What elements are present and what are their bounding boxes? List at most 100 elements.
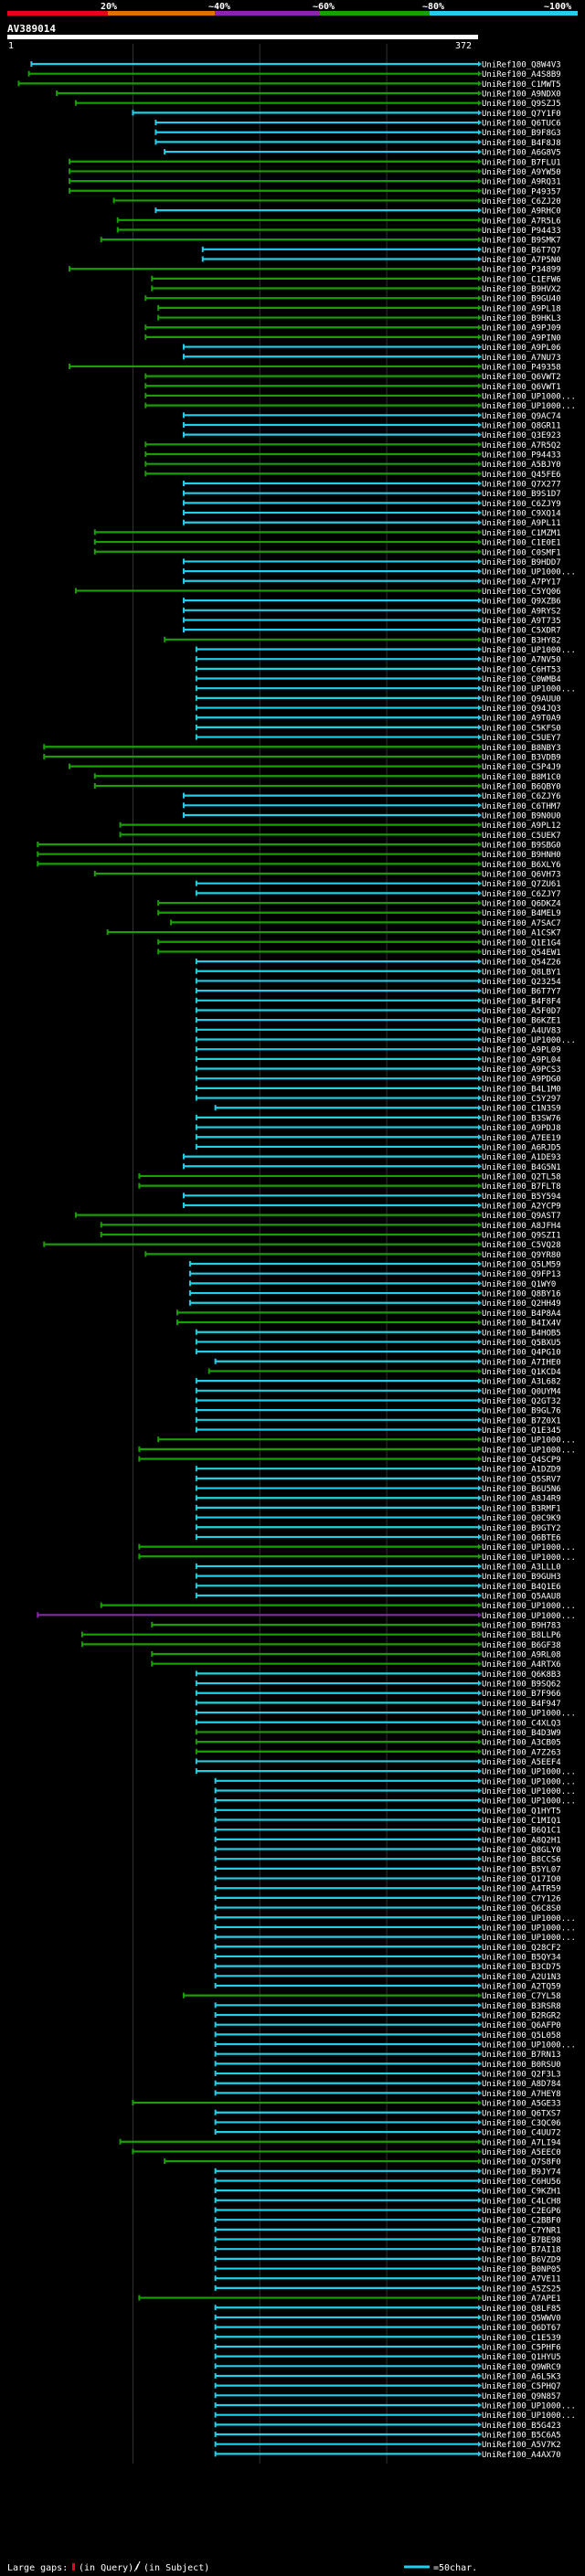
hit-label[interactable]: UniRef100_UP1000... <box>482 392 576 401</box>
hit-label[interactable]: UniRef100_Q1KCD4 <box>482 1368 561 1377</box>
hit-row[interactable]: UniRef100_B9HVX2 <box>151 285 561 294</box>
hit-row[interactable]: UniRef100_Q9SZI1 <box>100 1232 561 1241</box>
hit-label[interactable]: UniRef100_Q54Z26 <box>482 959 561 968</box>
hit-label[interactable]: UniRef100_C1E539 <box>482 2334 561 2343</box>
hit-label[interactable]: UniRef100_C6ZJY7 <box>482 890 561 899</box>
hit-row[interactable]: UniRef100_A5BJY0 <box>144 461 561 470</box>
hit-row[interactable]: UniRef100_B7FLU1 <box>69 158 561 167</box>
hit-label[interactable]: UniRef100_A9NDX0 <box>482 90 561 100</box>
hit-label[interactable]: UniRef100_C0SMF1 <box>482 548 561 557</box>
hit-label[interactable]: UniRef100_UP1000... <box>482 568 576 578</box>
hit-label[interactable]: UniRef100_A9PIN0 <box>482 334 561 343</box>
hit-label[interactable]: UniRef100_B6T7Y7 <box>482 988 561 997</box>
hit-label[interactable]: UniRef100_C5PHF6 <box>482 2343 561 2352</box>
hit-label[interactable]: UniRef100_B8LLP6 <box>482 1631 561 1640</box>
hit-label[interactable]: UniRef100_A6RJD5 <box>482 1143 561 1152</box>
hit-label[interactable]: UniRef100_Q5LM59 <box>482 1261 561 1270</box>
hit-row[interactable]: UniRef100_B7Z0X1 <box>195 1416 561 1426</box>
hit-label[interactable]: UniRef100_Q9YR80 <box>482 1251 561 1260</box>
hit-row[interactable]: UniRef100_A9RHC0 <box>154 207 561 217</box>
hit-row[interactable]: UniRef100_A2TQ59 <box>214 1982 561 1991</box>
hit-label[interactable]: UniRef100_Q2TL58 <box>482 1172 561 1182</box>
hit-row[interactable]: UniRef100_B7RN13 <box>214 2051 561 2060</box>
hit-row[interactable]: UniRef100_B5G423 <box>214 2422 561 2431</box>
hit-label[interactable]: UniRef100_A5GE33 <box>482 2100 561 2109</box>
hit-row[interactable]: UniRef100_A9PL18 <box>157 304 561 313</box>
hit-label[interactable]: UniRef100_A7HEY8 <box>482 2090 561 2099</box>
hit-row[interactable]: UniRef100_B4F8J8 <box>154 139 561 148</box>
hit-label[interactable]: UniRef100_A7LI94 <box>482 2138 561 2147</box>
hit-row[interactable]: UniRef100_Q5AAU8 <box>195 1592 561 1601</box>
hit-row[interactable]: UniRef100_UP1000... <box>214 2041 576 2051</box>
hit-label[interactable]: UniRef100_UP1000... <box>482 1924 576 1933</box>
hit-label[interactable]: UniRef100_Q9AUU0 <box>482 694 561 704</box>
hit-row[interactable]: UniRef100_Q9AUU0 <box>195 694 561 704</box>
hit-label[interactable]: UniRef100_Q6C8S0 <box>482 1904 561 1913</box>
hit-row[interactable]: UniRef100_B3RMF1 <box>195 1504 561 1513</box>
hit-label[interactable]: UniRef100_C7YNR1 <box>482 2226 561 2235</box>
hit-row[interactable]: UniRef100_B6T7Q7 <box>201 246 561 255</box>
hit-label[interactable]: UniRef100_C7Y126 <box>482 1894 561 1903</box>
hit-row[interactable]: UniRef100_UP1000... <box>214 1934 576 1943</box>
hit-row[interactable]: UniRef100_Q8LF85 <box>214 2305 561 2314</box>
hit-row[interactable]: UniRef100_A7R5L6 <box>116 217 561 226</box>
hit-label[interactable]: UniRef100_C4XLQ3 <box>482 1719 561 1728</box>
hit-row[interactable]: UniRef100_B4F947 <box>195 1700 561 1709</box>
hit-label[interactable]: UniRef100_B4Q1E6 <box>482 1583 561 1592</box>
hit-label[interactable]: UniRef100_Q1WY0 <box>482 1280 556 1289</box>
hit-label[interactable]: UniRef100_B9GTY2 <box>482 1524 561 1533</box>
hit-row[interactable]: UniRef100_Q54EW1 <box>157 949 561 958</box>
hit-label[interactable]: UniRef100_B6Q1C1 <box>482 1827 561 1836</box>
hit-label[interactable]: UniRef100_A5V7K2 <box>482 2441 561 2450</box>
hit-row[interactable]: UniRef100_C5XDR7 <box>182 627 561 636</box>
hit-label[interactable]: UniRef100_Q6DKZ4 <box>482 900 561 909</box>
hit-label[interactable]: UniRef100_A8Q2H1 <box>482 1836 561 1845</box>
hit-label[interactable]: UniRef100_UP1000... <box>482 1710 576 1719</box>
hit-label[interactable]: UniRef100_A7R5L6 <box>482 217 561 226</box>
hit-row[interactable]: UniRef100_A4TR59 <box>214 1885 561 1894</box>
hit-row[interactable]: UniRef100_C5UEK7 <box>119 832 561 841</box>
hit-label[interactable]: UniRef100_Q8GR11 <box>482 421 561 430</box>
hit-label[interactable]: UniRef100_A5EEC0 <box>482 2148 561 2157</box>
hit-row[interactable]: UniRef100_B4HOB5 <box>195 1329 561 1338</box>
hit-row[interactable]: UniRef100_P49358 <box>69 363 561 372</box>
hit-label[interactable]: UniRef100_Q7X277 <box>482 481 561 490</box>
hit-label[interactable]: UniRef100_C7YL58 <box>482 1992 561 2001</box>
hit-label[interactable]: UniRef100_Q6VH73 <box>482 871 561 880</box>
hit-row[interactable]: UniRef100_C6ZJY9 <box>182 500 561 509</box>
hit-row[interactable]: UniRef100_Q1WY0 <box>188 1280 556 1289</box>
hit-row[interactable]: UniRef100_A9PL04 <box>195 1055 561 1065</box>
hit-row[interactable]: UniRef100_A5EEF4 <box>195 1758 561 1767</box>
hit-row[interactable]: UniRef100_C6HT53 <box>195 665 561 674</box>
hit-label[interactable]: UniRef100_UP1000... <box>482 1036 576 1045</box>
hit-label[interactable]: UniRef100_A9RHC0 <box>482 207 561 217</box>
hit-label[interactable]: UniRef100_C9XQ14 <box>482 510 561 519</box>
hit-row[interactable]: UniRef100_C1MZM1 <box>93 529 561 538</box>
hit-row[interactable]: UniRef100_UP1000... <box>195 1036 576 1045</box>
hit-row[interactable]: UniRef100_A9PIN0 <box>144 334 561 343</box>
hit-row[interactable]: UniRef100_A5GE33 <box>132 2100 561 2109</box>
hit-row[interactable]: UniRef100_Q54Z26 <box>195 959 561 968</box>
hit-row[interactable]: UniRef100_A6L5K3 <box>214 2372 561 2381</box>
hit-label[interactable]: UniRef100_C2BBF0 <box>482 2217 561 2226</box>
hit-row[interactable]: UniRef100_A1CSK7 <box>106 929 561 938</box>
hit-label[interactable]: UniRef100_UP1000... <box>482 1436 576 1446</box>
hit-row[interactable]: UniRef100_A3L682 <box>195 1378 561 1387</box>
hit-row[interactable]: UniRef100_UP1000... <box>214 1914 576 1924</box>
hit-label[interactable]: UniRef100_Q94JQ3 <box>482 705 561 714</box>
hit-label[interactable]: UniRef100_Q0C9K9 <box>482 1514 561 1523</box>
hit-row[interactable]: UniRef100_UP1000... <box>157 1436 576 1446</box>
hit-row[interactable]: UniRef100_C6ZJY7 <box>195 890 561 899</box>
hit-label[interactable]: UniRef100_B4G5N1 <box>482 1163 561 1172</box>
hit-label[interactable]: UniRef100_B9JY74 <box>482 2168 561 2177</box>
hit-label[interactable]: UniRef100_A3L682 <box>482 1378 561 1387</box>
hit-label[interactable]: UniRef100_UP1000... <box>482 1934 576 1943</box>
hit-label[interactable]: UniRef100_A6L5K3 <box>482 2372 561 2381</box>
hit-label[interactable]: UniRef100_P34899 <box>482 266 561 275</box>
hit-row[interactable]: UniRef100_UP1000... <box>214 1787 576 1797</box>
hit-row[interactable]: UniRef100_B3HY82 <box>164 636 561 645</box>
hit-row[interactable]: UniRef100_C6ZJ20 <box>112 197 561 207</box>
hit-label[interactable]: UniRef100_A9T735 <box>482 617 561 626</box>
hit-label[interactable]: UniRef100_B9H783 <box>482 1622 561 1631</box>
hit-row[interactable]: UniRef100_Q5LM59 <box>188 1261 561 1270</box>
